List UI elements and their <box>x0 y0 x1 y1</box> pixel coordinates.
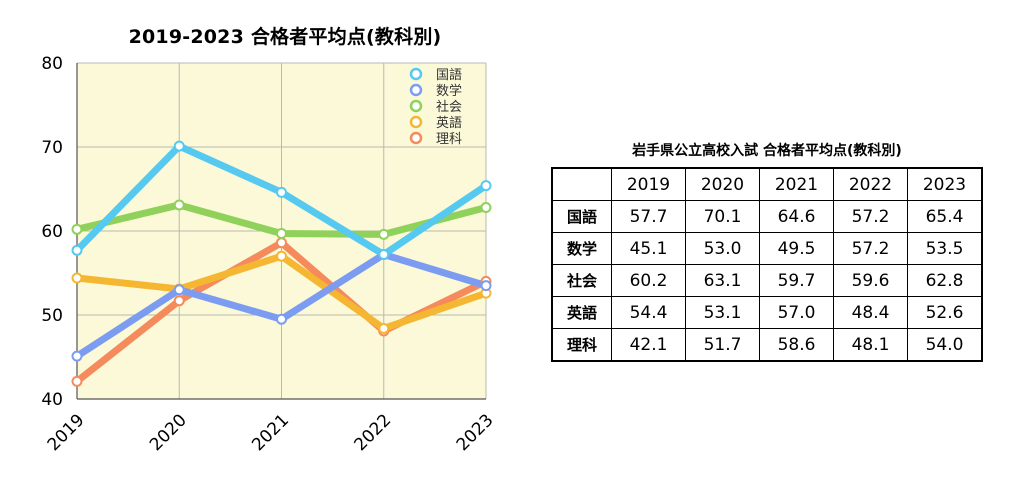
data-point <box>480 280 492 292</box>
table-cell: 70.1 <box>685 200 760 233</box>
table-cell: 51.7 <box>685 328 760 362</box>
table-header-cell: 2021 <box>759 167 834 201</box>
table-cell: 57.0 <box>759 296 834 329</box>
table-header-cell: 2022 <box>833 167 908 201</box>
data-point <box>173 140 185 152</box>
legend-marker <box>409 115 423 129</box>
legend-label: 理科 <box>436 132 462 147</box>
table-row-subject: 社会 <box>551 264 612 297</box>
x-tick-label: 2020 <box>146 410 191 455</box>
table-cell: 49.5 <box>759 232 834 265</box>
chart-title: 2019-2023 合格者平均点(教科別) <box>128 26 442 48</box>
data-point <box>71 350 83 362</box>
table-cell: 57.7 <box>611 200 686 233</box>
data-point <box>71 223 83 235</box>
table-cell: 57.2 <box>833 200 908 233</box>
legend-label: 英語 <box>436 115 462 131</box>
y-tick-label: 70 <box>41 138 63 158</box>
legend-marker <box>409 83 423 97</box>
table-cell: 64.6 <box>759 200 834 233</box>
x-tick-label: 2022 <box>351 410 396 455</box>
data-point <box>378 228 390 240</box>
table-header-cell: 2020 <box>685 167 760 201</box>
data-point <box>378 249 390 261</box>
table-cell: 54.4 <box>611 296 686 329</box>
table-row-subject: 理科 <box>551 328 612 362</box>
table-cell: 48.4 <box>833 296 908 329</box>
legend-label: 国語 <box>436 67 462 83</box>
table-corner-cell <box>551 167 612 201</box>
table-row: 数学 45.1 53.0 49.5 57.2 53.5 <box>551 232 983 265</box>
legend-label: 数学 <box>436 83 462 99</box>
table-cell: 62.8 <box>907 264 983 297</box>
data-point <box>173 199 185 211</box>
legend-marker <box>409 99 423 113</box>
data-point <box>276 186 287 198</box>
data-point <box>276 228 287 240</box>
table-cell: 53.0 <box>685 232 760 265</box>
data-point <box>71 375 83 387</box>
table-row: 理科 42.1 51.7 58.6 48.1 54.0 <box>551 328 983 362</box>
table-row-subject: 英語 <box>551 296 612 329</box>
data-point <box>173 295 185 307</box>
legend-marker <box>409 131 423 145</box>
data-point <box>71 244 83 256</box>
y-tick-label: 80 <box>41 54 63 74</box>
table-cell: 42.1 <box>611 328 686 362</box>
data-point <box>276 237 287 249</box>
table-cell: 48.1 <box>833 328 908 362</box>
data-point <box>480 180 492 192</box>
x-tick-label: 2019 <box>44 410 89 455</box>
table-row: 英語 54.4 53.1 57.0 48.4 52.6 <box>551 296 983 329</box>
legend-label: 社会 <box>436 99 462 115</box>
table-cell: 58.6 <box>759 328 834 362</box>
table-cell: 54.0 <box>907 328 983 362</box>
legend-marker <box>409 67 423 81</box>
data-point <box>480 201 492 213</box>
table-row-subject: 国語 <box>551 200 612 233</box>
table-cell: 65.4 <box>907 200 983 233</box>
score-table: 2019 2020 2021 2022 2023 国語 57.7 70.1 64… <box>551 167 983 362</box>
data-point <box>378 322 390 334</box>
y-tick-label: 40 <box>41 390 63 410</box>
table-header-cell: 2023 <box>907 167 983 201</box>
table-cell: 63.1 <box>685 264 760 297</box>
table-cell: 52.6 <box>907 296 983 329</box>
x-tick-label: 2023 <box>453 410 498 455</box>
y-tick-label: 60 <box>41 222 63 242</box>
table-cell: 53.1 <box>685 296 760 329</box>
data-point <box>173 284 185 296</box>
table-header-cell: 2019 <box>611 167 686 201</box>
y-tick-label: 50 <box>41 306 63 326</box>
table-cell: 45.1 <box>611 232 686 265</box>
table-cell: 60.2 <box>611 264 686 297</box>
table-row: 社会 60.2 63.1 59.7 59.6 62.8 <box>551 264 983 297</box>
table-cell: 53.5 <box>907 232 983 265</box>
data-point <box>276 250 287 262</box>
table-row: 国語 57.7 70.1 64.6 57.2 65.4 <box>551 200 983 233</box>
data-point <box>71 272 83 284</box>
table-row-subject: 数学 <box>551 232 612 265</box>
table-title: 岩手県公立高校入試 合格者平均点(教科別) <box>632 143 902 159</box>
table-cell: 57.2 <box>833 232 908 265</box>
x-tick-label: 2021 <box>248 410 293 455</box>
table-cell: 59.6 <box>833 264 908 297</box>
table-header-row: 2019 2020 2021 2022 2023 <box>551 167 983 201</box>
data-point <box>276 313 287 325</box>
table-cell: 59.7 <box>759 264 834 297</box>
